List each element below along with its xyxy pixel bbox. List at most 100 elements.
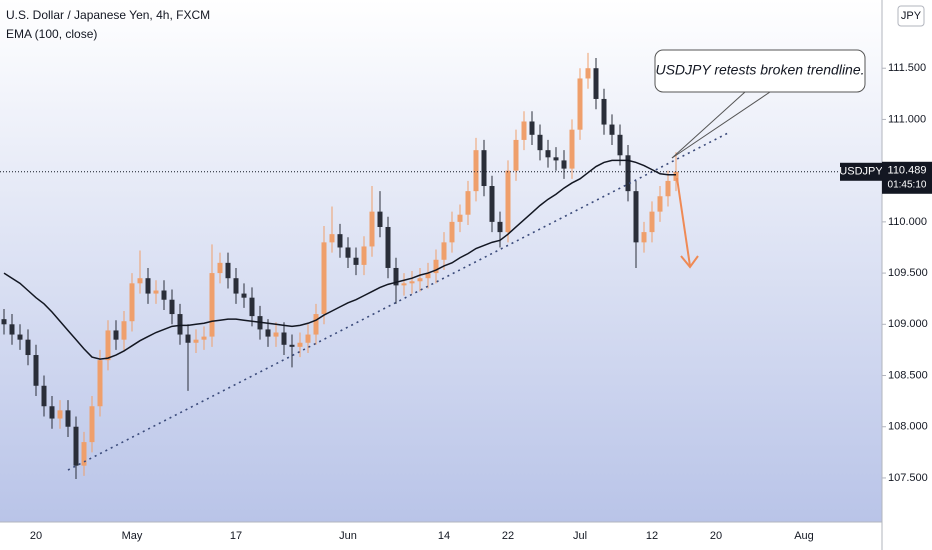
currency-badge[interactable]: [897, 5, 925, 27]
callout-line: [671, 91, 746, 159]
candle-body: [345, 247, 351, 258]
x-tick-label: 22: [502, 530, 514, 542]
y-tick-label: 108.500: [888, 369, 928, 381]
candle-body: [641, 232, 647, 243]
candle-body: [673, 171, 679, 181]
price-badge: [882, 161, 932, 194]
candle-body: [169, 299, 175, 315]
candle-body: [145, 278, 151, 294]
candle-body: [233, 278, 239, 294]
candle-body: [473, 150, 479, 192]
candle-body: [401, 283, 407, 286]
candle-body: [185, 334, 191, 343]
candle-body: [561, 160, 567, 169]
x-tick-label: Jul: [573, 530, 587, 542]
callout-text: USDJPY retests broken trendline.: [655, 62, 864, 78]
x-tick-label: May: [122, 530, 143, 542]
callout-line: [671, 91, 771, 159]
candle-body: [81, 442, 87, 466]
candle-body: [409, 281, 415, 284]
candle-body: [1, 319, 7, 325]
candle-body: [601, 98, 607, 125]
candle-body: [289, 344, 295, 347]
candle-body: [497, 221, 503, 233]
candle-body: [89, 406, 95, 443]
y-tick-label: 109.000: [888, 318, 928, 330]
candle-body: [297, 342, 303, 347]
candle-body: [369, 211, 375, 247]
candle-body: [377, 211, 383, 227]
trendline: [67, 131, 731, 471]
candle-body: [505, 170, 511, 233]
candle-body: [273, 332, 279, 337]
candle-body: [609, 124, 615, 135]
x-tick-label: Aug: [794, 530, 814, 542]
candle-body: [25, 339, 31, 356]
candle-body: [425, 273, 431, 279]
candle-body: [633, 191, 639, 243]
candle-body: [553, 157, 559, 161]
time-axis: [0, 522, 882, 550]
candle-body: [105, 330, 111, 361]
candle-body: [625, 155, 631, 192]
forecast-arrow: [676, 177, 691, 267]
candle-body: [465, 191, 471, 215]
candle-body: [481, 150, 487, 187]
candle-body: [393, 267, 399, 286]
y-tick-label: 111.000: [888, 113, 926, 125]
candle-body: [449, 221, 455, 243]
symbol-label: USDJPY: [839, 166, 883, 178]
y-tick-label: 111.500: [888, 62, 926, 74]
price-axis: [882, 0, 932, 550]
x-tick-label: 20: [30, 530, 42, 542]
candle-body: [209, 273, 215, 337]
ema-line: [3, 159, 676, 360]
y-tick-label: 109.500: [888, 267, 928, 279]
candle-body: [33, 355, 39, 386]
candle-body: [281, 332, 287, 345]
candle-body: [57, 410, 63, 419]
candle-body: [305, 334, 311, 343]
candle-body: [593, 68, 599, 99]
candle-body: [489, 186, 495, 222]
candle-body: [225, 262, 231, 279]
candle-body: [193, 339, 199, 343]
candle-body: [353, 257, 359, 265]
candle-body: [137, 278, 143, 284]
symbol-badge: [840, 162, 882, 181]
price-label: 110.489: [888, 165, 927, 177]
candle-body: [577, 78, 583, 130]
forecast-arrowhead: [680, 255, 699, 269]
candle-body: [201, 336, 207, 340]
indicator-legend: EMA (100, close): [6, 27, 97, 41]
candle-body: [153, 290, 159, 294]
y-tick-label: 108.000: [888, 421, 928, 433]
candle-body: [113, 330, 119, 340]
candle-body: [41, 385, 47, 407]
candle-body: [73, 426, 79, 466]
x-tick-label: 12: [646, 530, 658, 542]
candle-body: [217, 262, 223, 274]
candle-body: [457, 214, 463, 222]
candle-body: [241, 293, 247, 298]
candle-body: [337, 234, 343, 248]
currency: JPY: [901, 10, 922, 22]
candle-body: [161, 290, 167, 300]
candle-body: [537, 134, 543, 151]
candle-body: [585, 68, 591, 79]
y-tick-label: 107.500: [888, 472, 928, 484]
x-tick-label: 20: [710, 530, 722, 542]
x-tick-label: 17: [230, 530, 242, 542]
y-tick-label: 110.000: [888, 216, 927, 228]
candle-body: [513, 139, 519, 171]
candle-body: [9, 324, 15, 335]
candle-body: [385, 226, 391, 268]
candle-body: [617, 134, 623, 156]
candle-body: [321, 242, 327, 315]
candle-body: [361, 246, 367, 265]
candle-body: [329, 234, 335, 243]
candle-body: [417, 278, 423, 282]
candle-body: [265, 329, 271, 337]
candle-body: [649, 211, 655, 233]
candle-body: [17, 334, 23, 340]
